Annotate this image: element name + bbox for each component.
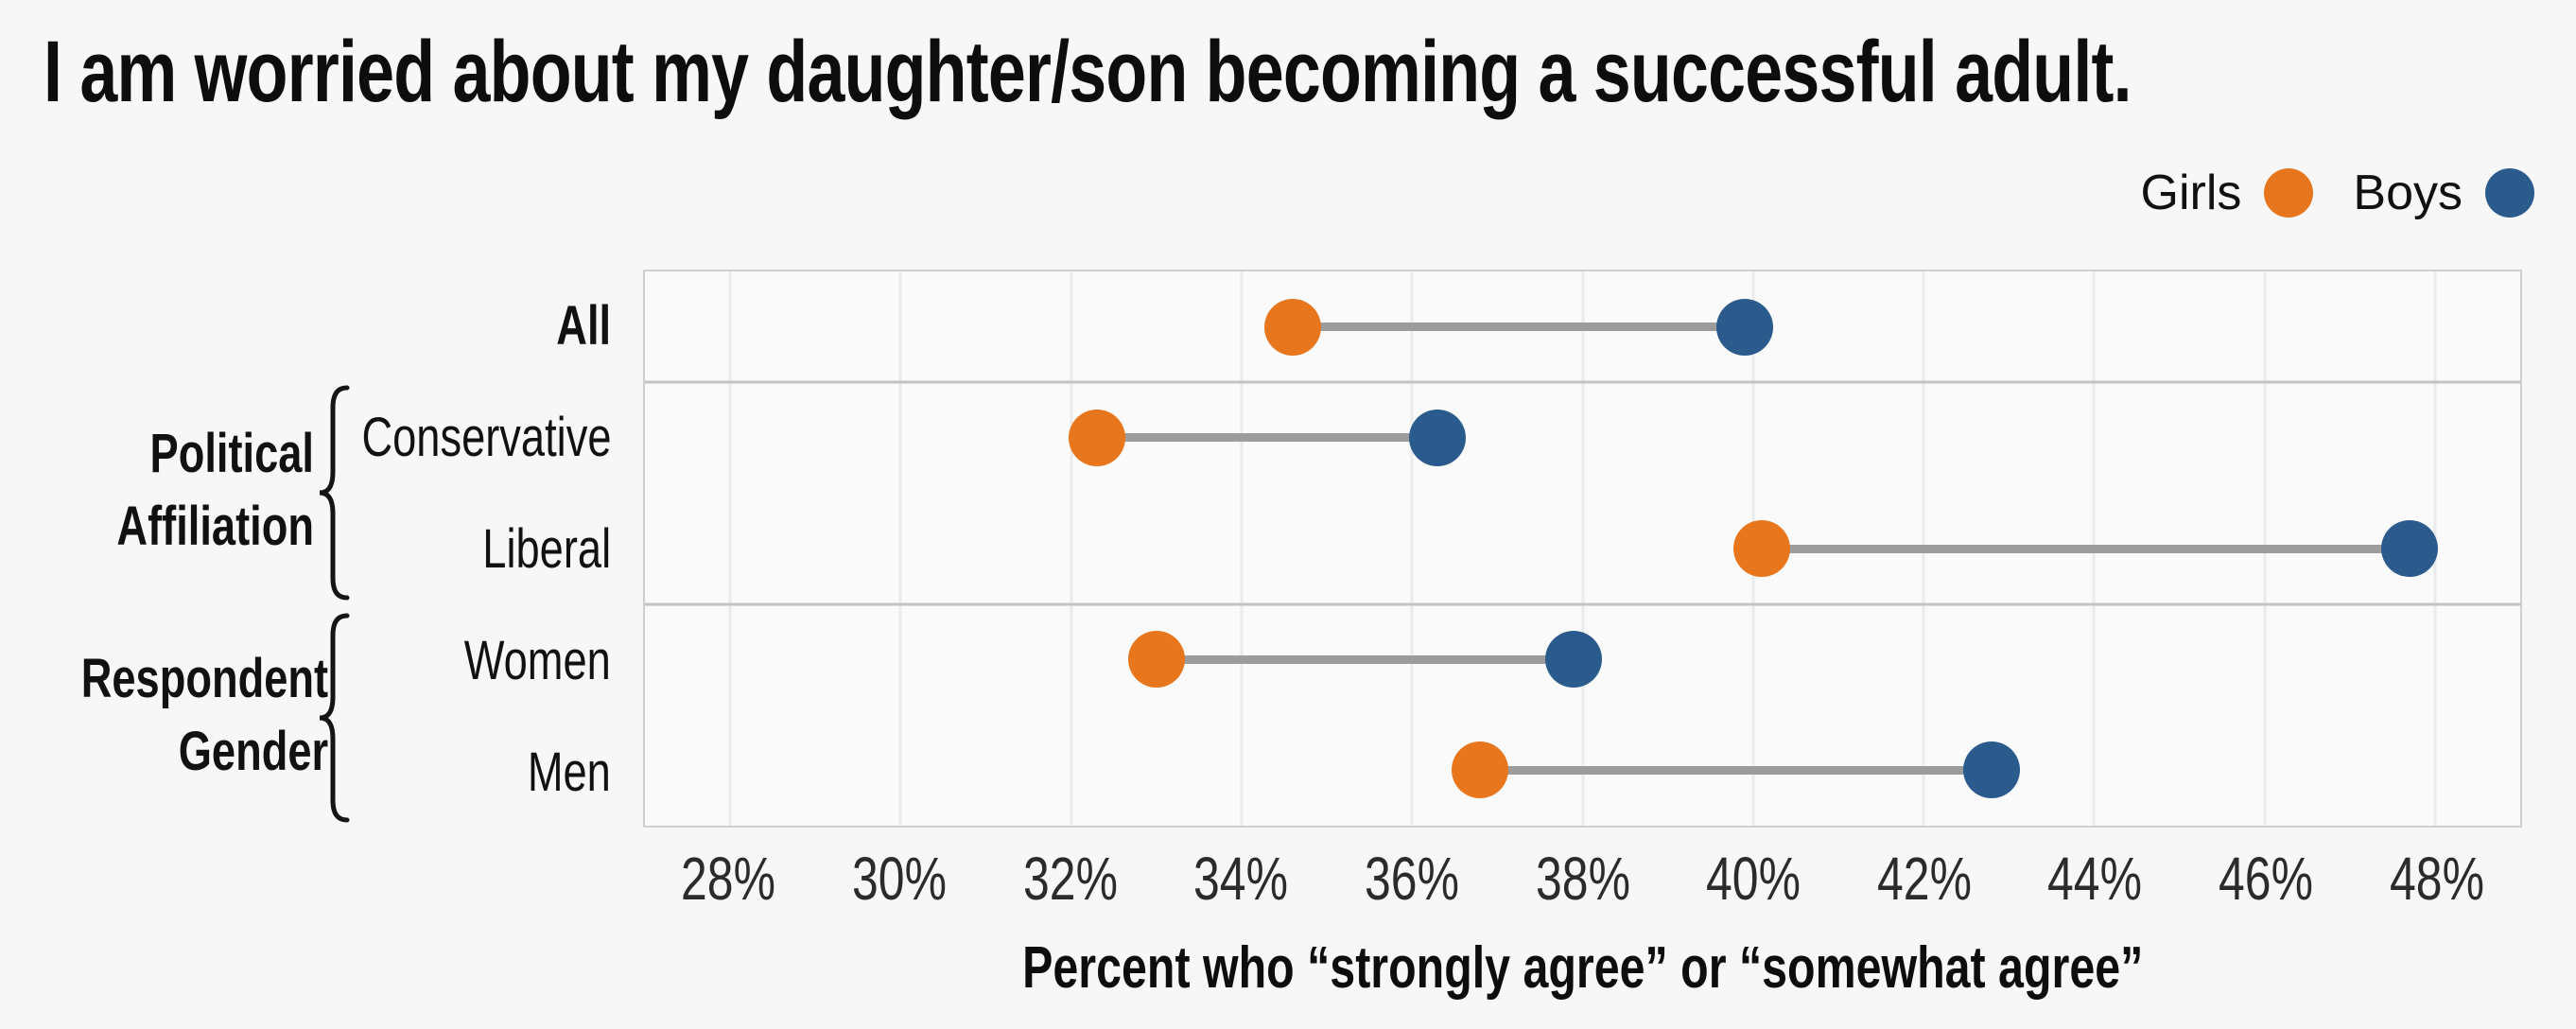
tick-label-38: 38% [1522, 844, 1643, 914]
tick-label-34: 34% [1180, 844, 1301, 914]
tick-label-text: 40% [1706, 845, 1801, 913]
dot-boys-liberal [2380, 520, 2438, 577]
row-label-men: Men [527, 741, 611, 803]
legend-label-boys: Boys [2353, 166, 2463, 220]
tick-label-28: 28% [668, 844, 789, 914]
tick-label-36: 36% [1351, 844, 1472, 914]
dumbbell-connector-liberal [1761, 544, 2410, 553]
tick-label-text: 28% [681, 845, 776, 913]
x-axis-title: Percent who “strongly agree” or “somewha… [1021, 935, 2144, 1001]
row-label-liberal: Liberal [482, 517, 611, 580]
dot-girls-men [1452, 741, 1509, 799]
tick-label-text: 30% [851, 845, 947, 913]
group-label-political-affiliation: Political Affiliation [116, 423, 315, 557]
tick-label-30: 30% [839, 844, 960, 914]
chart-title-text: I am worried about my daughter/son becom… [44, 24, 2132, 120]
tick-label-48: 48% [2376, 844, 2498, 914]
legend-item-boys: Boys [2353, 165, 2534, 221]
group-separator [645, 602, 2520, 606]
dot-girls-all [1264, 298, 1322, 356]
row-label-conservative: Conservative [360, 406, 611, 468]
dot-boys-women [1545, 631, 1603, 689]
tick-label-text: 38% [1535, 845, 1630, 913]
tick-label-text: 32% [1022, 845, 1118, 913]
legend-dot-boys-icon [2485, 168, 2534, 218]
group-separator [645, 380, 2520, 384]
tick-label-46: 46% [2205, 844, 2326, 914]
gridline-32 [1070, 271, 1073, 826]
dumbbell-connector-women [1156, 654, 1575, 664]
chart-title: I am worried about my daughter/son becom… [44, 23, 2576, 122]
dot-boys-men [1963, 741, 2021, 799]
row-label-women: Women [463, 629, 611, 691]
dumbbell-connector-men [1480, 765, 1993, 775]
gridline-34 [1240, 271, 1244, 826]
tick-label-44: 44% [2034, 844, 2155, 914]
x-axis: 28% 30% 32% 34% 36% 38% 40% 42% 44% 46% 48% [643, 844, 2522, 914]
dot-girls-conservative [1068, 409, 1125, 466]
legend: Girls Boys [2141, 165, 2534, 221]
gridline-30 [898, 271, 902, 826]
gridline-28 [728, 271, 732, 826]
tick-label-32: 32% [1010, 844, 1131, 914]
row-label-all: All [556, 294, 611, 357]
dumbbell-connector-conservative [1096, 433, 1438, 443]
dot-boys-conservative [1409, 409, 1467, 466]
tick-label-text: 34% [1193, 845, 1289, 913]
tick-label-text: 44% [2047, 845, 2143, 913]
gridline-38 [1581, 271, 1584, 826]
tick-label-text: 46% [2219, 845, 2313, 913]
tick-label-text: 48% [2389, 845, 2484, 913]
group-label-respondent-gender: Respondent Gender [80, 648, 329, 782]
plot-area [643, 270, 2522, 828]
dot-boys-all [1715, 298, 1773, 356]
legend-item-girls: Girls [2141, 165, 2314, 221]
legend-dot-girls-icon [2264, 168, 2314, 218]
legend-label-girls: Girls [2140, 166, 2242, 220]
tick-label-text: 42% [1876, 845, 1972, 913]
tick-label-40: 40% [1693, 844, 1814, 914]
tick-label-42: 42% [1864, 844, 1985, 914]
dumbbell-connector-all [1293, 323, 1745, 332]
row-labels: All Conservative Liberal Women Men [0, 270, 624, 828]
dot-girls-liberal [1732, 520, 1790, 577]
gridline-36 [1410, 271, 1414, 826]
dot-girls-women [1127, 631, 1185, 689]
brace-respondent-gender-icon [319, 613, 350, 823]
brace-political-affiliation-icon [319, 385, 350, 601]
tick-label-text: 36% [1364, 845, 1459, 913]
